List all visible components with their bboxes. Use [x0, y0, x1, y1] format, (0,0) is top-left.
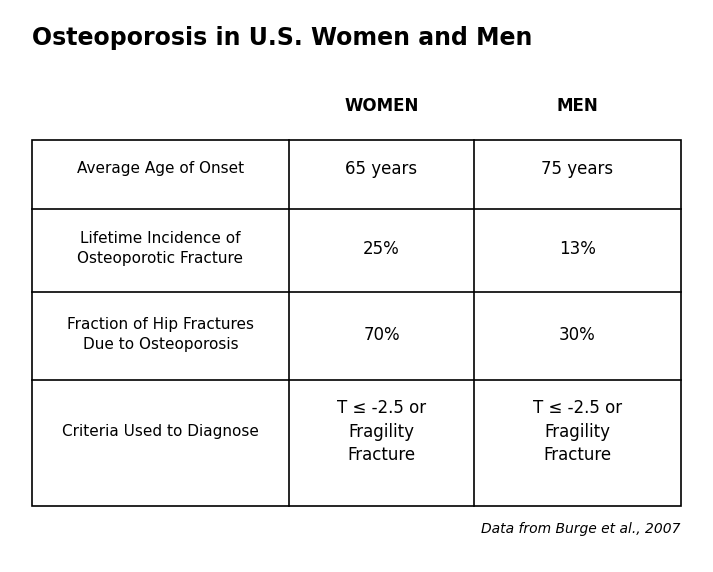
Text: MEN: MEN: [557, 97, 598, 115]
Bar: [32, 140, 681, 506]
Text: 70%: 70%: [363, 325, 400, 344]
Text: T ≤ -2.5 or
Fragility
Fracture: T ≤ -2.5 or Fragility Fracture: [533, 399, 622, 464]
Text: 30%: 30%: [559, 325, 596, 344]
Text: Osteoporosis in U.S. Women and Men: Osteoporosis in U.S. Women and Men: [32, 26, 533, 50]
Text: T ≤ -2.5 or
Fragility
Fracture: T ≤ -2.5 or Fragility Fracture: [337, 399, 426, 464]
Text: Criteria Used to Diagnose: Criteria Used to Diagnose: [62, 424, 259, 439]
Text: Data from Burge et al., 2007: Data from Burge et al., 2007: [481, 522, 681, 536]
Text: 65 years: 65 years: [345, 160, 418, 178]
Text: 13%: 13%: [559, 240, 596, 258]
Text: WOMEN: WOMEN: [344, 97, 419, 115]
Text: 75 years: 75 years: [541, 160, 614, 178]
Text: 25%: 25%: [363, 240, 400, 258]
Text: Fraction of Hip Fractures
Due to Osteoporosis: Fraction of Hip Fractures Due to Osteopo…: [67, 317, 254, 352]
Text: Average Age of Onset: Average Age of Onset: [77, 161, 244, 176]
Text: Lifetime Incidence of
Osteoporotic Fracture: Lifetime Incidence of Osteoporotic Fract…: [78, 232, 243, 266]
